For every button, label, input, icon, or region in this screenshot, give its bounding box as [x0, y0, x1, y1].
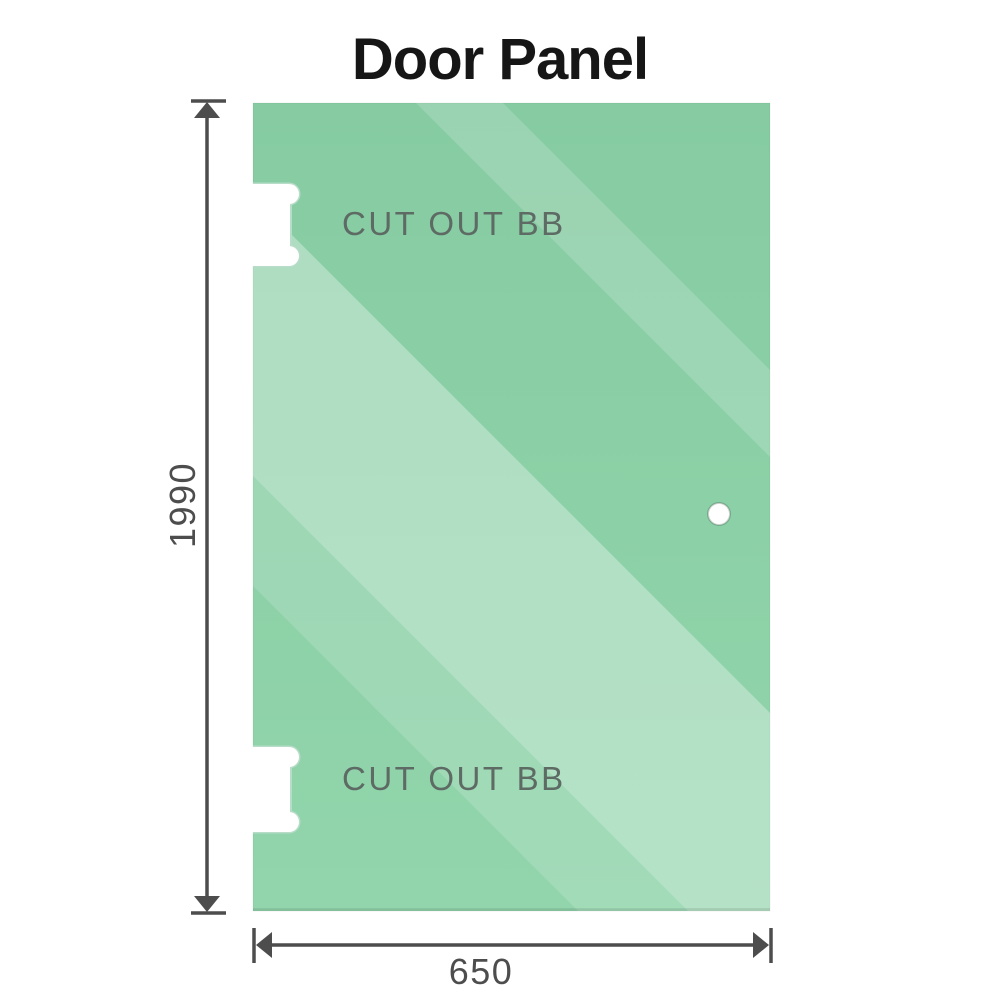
height-dimension-value: 1990	[162, 461, 203, 549]
arrow-right-icon	[753, 932, 769, 958]
arrow-left-icon	[256, 932, 272, 958]
handle-hole	[707, 502, 731, 526]
width-dimension-line	[252, 928, 773, 963]
hinge-cutout-top	[245, 182, 301, 268]
height-dimension-line	[191, 99, 226, 915]
cutout-label-bottom: CUT OUT BB	[342, 760, 566, 797]
cutout-label-top: CUT OUT BB	[342, 205, 566, 242]
page-title: Door Panel	[351, 27, 649, 92]
arrow-up-icon	[194, 102, 220, 118]
hinge-cutout-bottom	[245, 745, 301, 834]
width-dimension-value: 650	[448, 951, 514, 992]
arrow-down-icon	[194, 896, 220, 912]
